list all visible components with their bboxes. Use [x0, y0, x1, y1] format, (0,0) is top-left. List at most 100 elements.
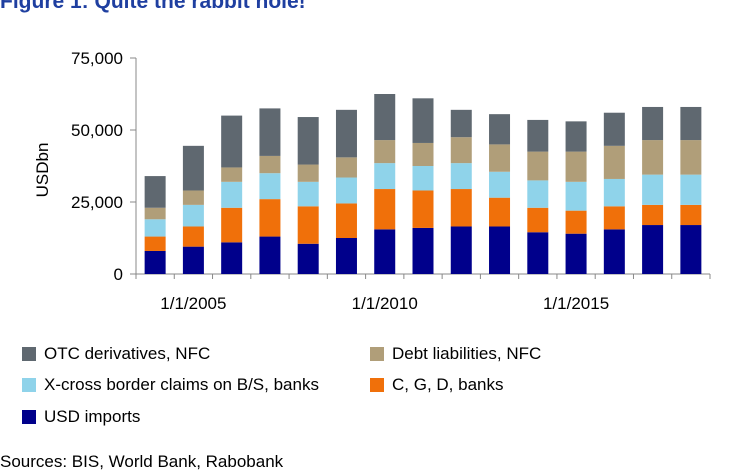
bar-segment-usd-imports — [144, 250, 166, 274]
x-axis: 1/1/2005 1/1/2010 1/1/2015 — [135, 273, 711, 313]
bar-segment-usd-imports — [642, 225, 664, 274]
legend-label: X-cross border claims on B/S, banks — [44, 375, 319, 394]
bar-segment-debt-liabilities-nfc — [412, 142, 434, 166]
bar-segment-x-cross-border-claims-on-b-s-banks — [450, 163, 472, 190]
bar-segment-otc-derivatives-nfc — [182, 145, 204, 191]
bar-segment-c-g-d-banks — [144, 236, 166, 251]
bar-segment-x-cross-border-claims-on-b-s-banks — [603, 178, 625, 207]
bar-segment-debt-liabilities-nfc — [259, 155, 281, 174]
bar-segment-otc-derivatives-nfc — [374, 94, 396, 141]
legend-label: USD imports — [44, 407, 141, 426]
bar-segment-x-cross-border-claims-on-b-s-banks — [297, 181, 319, 207]
bar-segment-x-cross-border-claims-on-b-s-banks — [182, 204, 204, 227]
bar-segment-usd-imports — [565, 233, 587, 274]
bar-segment-c-g-d-banks — [182, 226, 204, 247]
bar-segment-usd-imports — [374, 229, 396, 274]
bar-segment-usd-imports — [182, 246, 204, 274]
bar-segment-usd-imports — [412, 227, 434, 274]
bar-segment-usd-imports — [221, 242, 243, 274]
bar-segment-usd-imports — [603, 229, 625, 274]
bar-segment-otc-derivatives-nfc — [565, 121, 587, 152]
bar-segment-usd-imports — [259, 236, 281, 274]
bar-segment-c-g-d-banks — [412, 190, 434, 228]
bar-segment-debt-liabilities-nfc — [450, 137, 472, 164]
legend-item: USD imports — [22, 407, 140, 427]
bar-segment-c-g-d-banks — [259, 199, 281, 237]
bar-segment-otc-derivatives-nfc — [527, 119, 549, 152]
bar-segment-otc-derivatives-nfc — [489, 114, 511, 145]
bar-segment-usd-imports — [335, 238, 357, 274]
bar-segment-debt-liabilities-nfc — [374, 140, 396, 164]
y-axis-label: USDbn — [33, 143, 52, 198]
bar-segment-otc-derivatives-nfc — [144, 176, 166, 208]
bar-segment-x-cross-border-claims-on-b-s-banks — [374, 163, 396, 190]
bar-segment-otc-derivatives-nfc — [603, 112, 625, 146]
bar-segment-debt-liabilities-nfc — [489, 144, 511, 172]
bar-segment-c-g-d-banks — [297, 206, 319, 244]
bar-segment-otc-derivatives-nfc — [221, 115, 243, 168]
bar-segment-c-g-d-banks — [603, 206, 625, 230]
bar-segment-x-cross-border-claims-on-b-s-banks — [680, 174, 702, 205]
bar-segment-debt-liabilities-nfc — [527, 151, 549, 181]
bar-segment-x-cross-border-claims-on-b-s-banks — [642, 174, 664, 205]
bar-segment-x-cross-border-claims-on-b-s-banks — [335, 177, 357, 204]
bar-segment-x-cross-border-claims-on-b-s-banks — [527, 180, 549, 208]
y-tick-label: 0 — [114, 265, 123, 284]
bar-segment-debt-liabilities-nfc — [642, 140, 664, 175]
bar-segment-usd-imports — [297, 243, 319, 274]
bar-segment-debt-liabilities-nfc — [182, 190, 204, 205]
bar-segment-otc-derivatives-nfc — [412, 98, 434, 143]
bar-segment-usd-imports — [450, 226, 472, 274]
bar-segment-debt-liabilities-nfc — [680, 140, 702, 175]
bar-segment-c-g-d-banks — [680, 204, 702, 226]
x-tick-label: 1/1/2010 — [352, 294, 418, 313]
bar-segment-otc-derivatives-nfc — [450, 109, 472, 138]
legend-label: Debt liabilities, NFC — [392, 344, 542, 363]
legend-item: Debt liabilities, NFC — [370, 344, 541, 364]
bar-segment-c-g-d-banks — [642, 204, 664, 226]
legend-swatch — [370, 378, 384, 392]
bar-segment-debt-liabilities-nfc — [603, 145, 625, 179]
legend-item: OTC derivatives, NFC — [22, 344, 210, 364]
y-tick-label: 25,000 — [71, 193, 123, 212]
bar-segment-x-cross-border-claims-on-b-s-banks — [144, 219, 166, 237]
bar-segment-usd-imports — [527, 232, 549, 274]
bar-segment-x-cross-border-claims-on-b-s-banks — [489, 171, 511, 198]
bar-segment-debt-liabilities-nfc — [297, 164, 319, 182]
legend-swatch — [370, 347, 384, 361]
bar-segment-otc-derivatives-nfc — [259, 108, 281, 156]
bar-segment-usd-imports — [680, 225, 702, 274]
y-tick-label: 75,000 — [71, 49, 123, 68]
legend-item: C, G, D, banks — [370, 375, 503, 395]
legend-label: C, G, D, banks — [392, 375, 504, 394]
bar-segment-otc-derivatives-nfc — [642, 106, 664, 141]
legend-swatch — [22, 410, 36, 424]
x-tick-label: 1/1/2005 — [160, 294, 226, 313]
bar-segment-c-g-d-banks — [374, 189, 396, 230]
bar-segment-debt-liabilities-nfc — [144, 207, 166, 220]
figure-title: Figure 1: Quite the rabbit hole! — [0, 0, 306, 13]
bar-segment-c-g-d-banks — [527, 207, 549, 233]
y-axis: 0 25,000 50,000 75,000 — [71, 49, 137, 284]
bars — [144, 94, 702, 274]
bar-segment-debt-liabilities-nfc — [565, 151, 587, 182]
bar-segment-x-cross-border-claims-on-b-s-banks — [259, 173, 281, 200]
y-tick-label: 50,000 — [71, 121, 123, 140]
bar-segment-x-cross-border-claims-on-b-s-banks — [565, 181, 587, 211]
legend-swatch — [22, 378, 36, 392]
x-tick-label: 1/1/2015 — [543, 294, 609, 313]
bar-segment-debt-liabilities-nfc — [335, 157, 357, 178]
bar-segment-c-g-d-banks — [335, 203, 357, 238]
bar-segment-x-cross-border-claims-on-b-s-banks — [221, 181, 243, 208]
bar-segment-x-cross-border-claims-on-b-s-banks — [412, 166, 434, 191]
source-note: Sources: BIS, World Bank, Rabobank — [0, 452, 284, 471]
legend-item: X-cross border claims on B/S, banks — [22, 375, 319, 395]
bar-segment-c-g-d-banks — [489, 197, 511, 227]
bar-segment-otc-derivatives-nfc — [335, 109, 357, 158]
bar-segment-c-g-d-banks — [565, 210, 587, 234]
legend-label: OTC derivatives, NFC — [44, 344, 211, 363]
bar-segment-c-g-d-banks — [450, 189, 472, 227]
bar-segment-debt-liabilities-nfc — [221, 167, 243, 182]
bar-segment-otc-derivatives-nfc — [680, 106, 702, 141]
